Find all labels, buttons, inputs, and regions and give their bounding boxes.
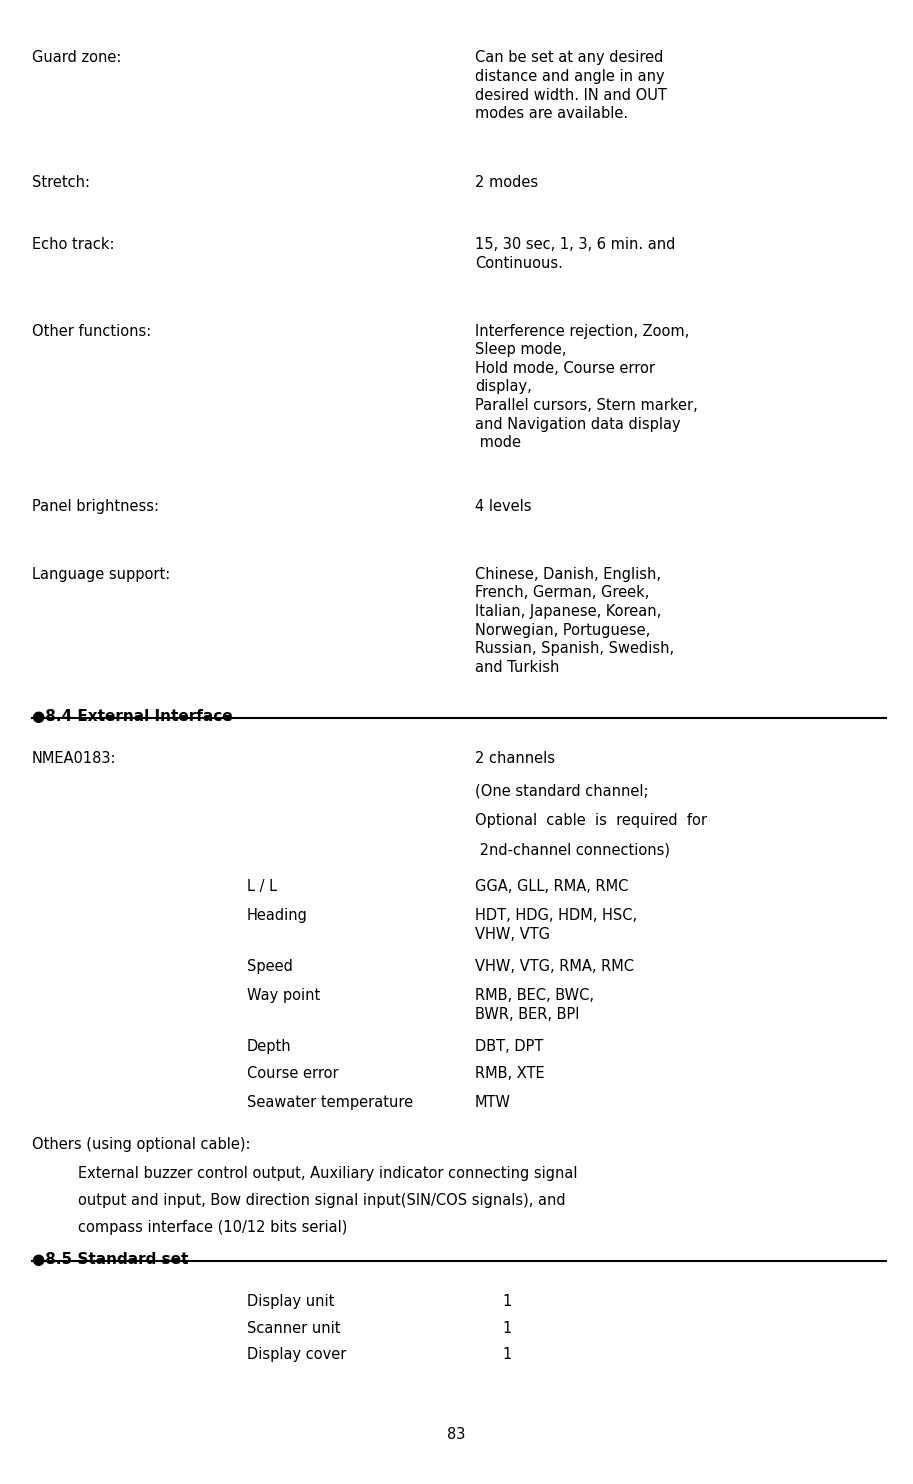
Text: Others (using optional cable):: Others (using optional cable): bbox=[32, 1137, 250, 1152]
Text: Heading: Heading bbox=[247, 908, 308, 923]
Text: 2 channels: 2 channels bbox=[475, 751, 555, 766]
Text: 1: 1 bbox=[502, 1321, 511, 1336]
Text: 1: 1 bbox=[502, 1347, 511, 1362]
Text: MTW: MTW bbox=[475, 1095, 510, 1110]
Text: RMB, BEC, BWC,
BWR, BER, BPI: RMB, BEC, BWC, BWR, BER, BPI bbox=[475, 988, 593, 1022]
Text: Course error: Course error bbox=[247, 1066, 338, 1080]
Text: Language support:: Language support: bbox=[32, 567, 170, 582]
Text: Interference rejection, Zoom,
Sleep mode,
Hold mode, Course error
display,
Paral: Interference rejection, Zoom, Sleep mode… bbox=[475, 324, 698, 450]
Text: Chinese, Danish, English,
French, German, Greek,
Italian, Japanese, Korean,
Norw: Chinese, Danish, English, French, German… bbox=[475, 567, 674, 675]
Text: 4 levels: 4 levels bbox=[475, 499, 531, 513]
Text: RMB, XTE: RMB, XTE bbox=[475, 1066, 544, 1080]
Text: Depth: Depth bbox=[247, 1039, 291, 1054]
Text: (One standard channel;: (One standard channel; bbox=[475, 784, 648, 798]
Text: ●8.4 External Interface: ●8.4 External Interface bbox=[32, 709, 233, 724]
Text: Display cover: Display cover bbox=[247, 1347, 346, 1362]
Text: ●8.5 Standard set: ●8.5 Standard set bbox=[32, 1252, 188, 1267]
Text: VHW, VTG, RMA, RMC: VHW, VTG, RMA, RMC bbox=[475, 959, 634, 974]
Text: Panel brightness:: Panel brightness: bbox=[32, 499, 159, 513]
Text: Stretch:: Stretch: bbox=[32, 175, 90, 190]
Text: Display unit: Display unit bbox=[247, 1294, 334, 1309]
Text: 2 modes: 2 modes bbox=[475, 175, 538, 190]
Text: Scanner unit: Scanner unit bbox=[247, 1321, 340, 1336]
Text: 15, 30 sec, 1, 3, 6 min. and
Continuous.: 15, 30 sec, 1, 3, 6 min. and Continuous. bbox=[475, 237, 675, 272]
Text: Echo track:: Echo track: bbox=[32, 237, 114, 252]
Text: Can be set at any desired
distance and angle in any
desired width. IN and OUT
mo: Can be set at any desired distance and a… bbox=[475, 50, 666, 122]
Text: Way point: Way point bbox=[247, 988, 320, 1003]
Text: Seawater temperature: Seawater temperature bbox=[247, 1095, 413, 1110]
Text: Other functions:: Other functions: bbox=[32, 324, 152, 338]
Text: L / L: L / L bbox=[247, 879, 277, 893]
Text: Speed: Speed bbox=[247, 959, 292, 974]
Text: 83: 83 bbox=[447, 1428, 466, 1442]
Text: compass interface (10/12 bits serial): compass interface (10/12 bits serial) bbox=[78, 1220, 347, 1235]
Text: Optional  cable  is  required  for: Optional cable is required for bbox=[475, 813, 707, 828]
Text: HDT, HDG, HDM, HSC,
VHW, VTG: HDT, HDG, HDM, HSC, VHW, VTG bbox=[475, 908, 637, 942]
Text: NMEA0183:: NMEA0183: bbox=[32, 751, 117, 766]
Text: 2nd-channel connections): 2nd-channel connections) bbox=[475, 843, 670, 858]
Text: 1: 1 bbox=[502, 1294, 511, 1309]
Text: External buzzer control output, Auxiliary indicator connecting signal: External buzzer control output, Auxiliar… bbox=[78, 1166, 577, 1181]
Text: output and input, Bow direction signal input(SIN/COS signals), and: output and input, Bow direction signal i… bbox=[78, 1193, 565, 1208]
Text: Guard zone:: Guard zone: bbox=[32, 50, 121, 65]
Text: GGA, GLL, RMA, RMC: GGA, GLL, RMA, RMC bbox=[475, 879, 628, 893]
Text: DBT, DPT: DBT, DPT bbox=[475, 1039, 543, 1054]
